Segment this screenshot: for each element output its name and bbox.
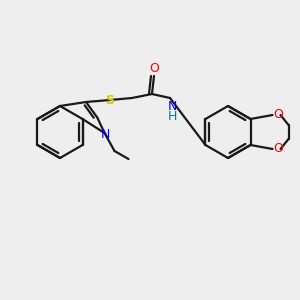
Text: H: H <box>167 110 177 122</box>
Text: O: O <box>149 62 159 76</box>
Text: N: N <box>167 100 177 113</box>
Text: O: O <box>274 109 284 122</box>
Text: O: O <box>274 142 284 155</box>
Text: S: S <box>106 94 115 106</box>
Text: N: N <box>101 128 110 140</box>
